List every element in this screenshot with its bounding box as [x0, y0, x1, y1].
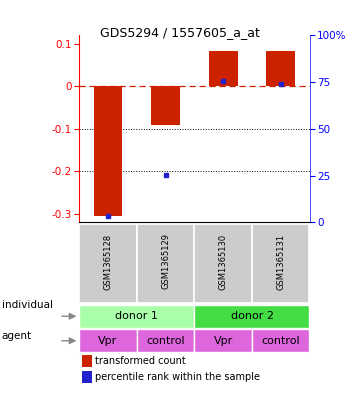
- Bar: [79, 305, 194, 328]
- Text: agent: agent: [2, 331, 32, 341]
- Bar: [252, 224, 309, 303]
- Bar: [194, 329, 252, 352]
- Text: transformed count: transformed count: [95, 356, 186, 366]
- Text: GSM1365128: GSM1365128: [104, 233, 112, 290]
- Bar: [252, 329, 309, 352]
- Text: Vpr: Vpr: [213, 336, 233, 346]
- Text: control: control: [146, 336, 185, 346]
- Text: control: control: [261, 336, 300, 346]
- Text: GSM1365131: GSM1365131: [276, 233, 285, 290]
- Text: GSM1365129: GSM1365129: [161, 233, 170, 290]
- Bar: [79, 224, 136, 303]
- Bar: [137, 329, 194, 352]
- Text: individual: individual: [2, 299, 53, 310]
- Bar: [151, 86, 180, 125]
- Bar: [194, 305, 309, 328]
- Text: donor 2: donor 2: [230, 311, 274, 321]
- Bar: [79, 329, 136, 352]
- Text: GSM1365130: GSM1365130: [219, 233, 228, 290]
- Text: GDS5294 / 1557605_a_at: GDS5294 / 1557605_a_at: [100, 26, 260, 39]
- Text: Vpr: Vpr: [98, 336, 118, 346]
- Text: percentile rank within the sample: percentile rank within the sample: [95, 372, 260, 382]
- Text: donor 1: donor 1: [115, 311, 158, 321]
- Bar: [81, 355, 92, 367]
- Bar: [81, 371, 92, 382]
- Bar: [209, 51, 238, 86]
- Bar: [94, 86, 122, 216]
- Bar: [266, 51, 295, 86]
- Bar: [137, 224, 194, 303]
- Bar: [194, 224, 252, 303]
